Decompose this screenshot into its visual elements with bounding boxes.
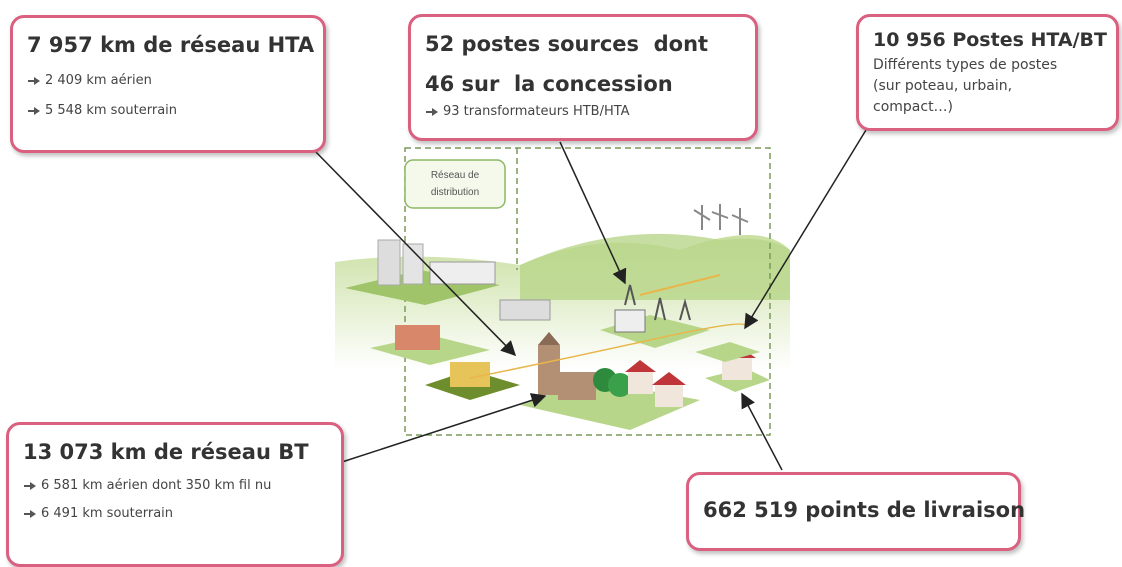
box-title: 7 957 km de réseau HTA (27, 32, 309, 58)
source-substations-box: 52 postes sources dont 46 sur la concess… (408, 14, 758, 141)
page: Réseau de distribution html, body { marg… (0, 0, 1122, 553)
box-item: 93 transformateurs HTB/HTA (425, 101, 741, 123)
box-title: 52 postes sources dont (425, 31, 741, 57)
box-item: 5 548 km souterrain (27, 100, 309, 122)
delivery-points-box: 662 519 points de livraison (686, 472, 1021, 551)
hill (520, 234, 790, 300)
hta-bt-substations-box: 10 956 Postes HTA/BT Différents types de… (856, 14, 1119, 131)
zone-label: Réseau de (431, 170, 480, 181)
zone-label: distribution (431, 187, 479, 198)
box-title: 46 sur la concession (425, 71, 741, 97)
page-body: {"boxes": [ {"title": "7 957 km de résea… (0, 0, 1122, 553)
box-item: 2 409 km aérien (27, 70, 309, 92)
box-description: Différents types de postes (sur poteau, … (873, 55, 1073, 118)
wind-turbines (694, 204, 748, 235)
box-title: 10 956 Postes HTA/BT (873, 27, 1102, 53)
bt-network-box: 13 073 km de réseau BT 6 581 km aérien d… (6, 422, 344, 567)
box-title: 662 519 points de livraison (703, 497, 1004, 523)
zone-label-box (405, 160, 505, 208)
box-title: 13 073 km de réseau BT (23, 439, 327, 465)
box-item: 6 491 km souterrain (23, 503, 327, 525)
box-item: 6 581 km aérien dont 350 km fil nu (23, 475, 311, 497)
hta-network-box: 7 957 km de réseau HTA 2 409 km aérien 5… (10, 15, 326, 153)
